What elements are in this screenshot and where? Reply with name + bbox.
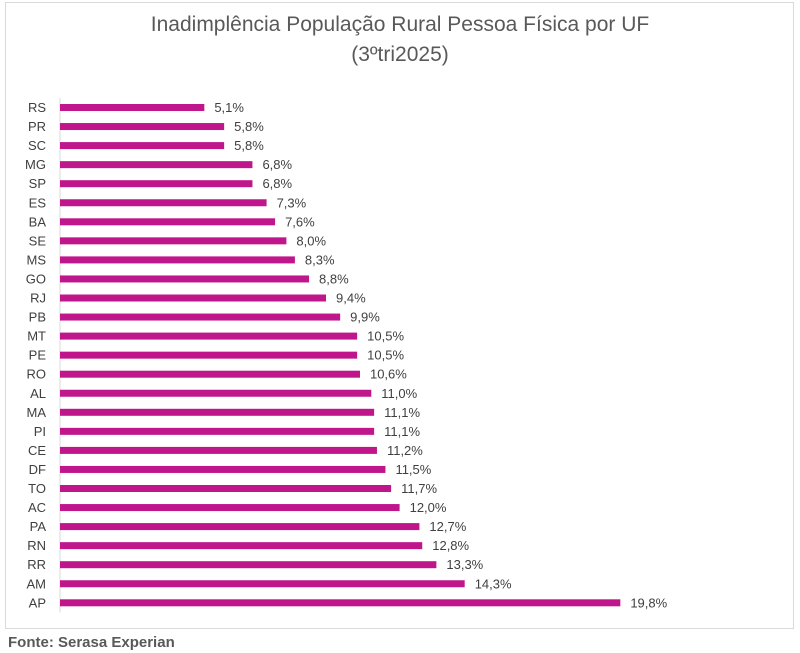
data-label: 6,8% [262, 176, 292, 191]
bar [60, 275, 310, 283]
y-tick-label: PE [29, 348, 47, 363]
chart-subtitle: (3ºtri2025) [351, 43, 449, 66]
data-label: 9,9% [350, 310, 380, 325]
data-label: 13,3% [446, 557, 483, 572]
y-tick-label: CE [28, 443, 46, 458]
data-label: 8,8% [319, 271, 349, 286]
y-tick-label: GO [26, 271, 46, 286]
bar [60, 389, 372, 397]
data-label: 11,2% [387, 443, 423, 458]
data-label: 5,8% [234, 138, 264, 153]
bar [60, 218, 276, 226]
y-tick-label: ES [29, 195, 47, 210]
bar [60, 199, 267, 207]
chart-title: Inadimplência População Rural Pessoa Fís… [150, 13, 650, 36]
bar [60, 427, 375, 435]
y-tick-label: PR [28, 119, 46, 134]
y-tick-label: SE [29, 233, 47, 248]
bar [60, 465, 386, 473]
y-tick-label: RJ [30, 291, 46, 306]
bar [60, 370, 360, 378]
data-label: 11,0% [381, 386, 417, 401]
y-tick-label: PI [34, 424, 46, 439]
data-label: 8,0% [296, 233, 326, 248]
data-label: 6,8% [262, 157, 292, 172]
data-label: 10,6% [370, 367, 407, 382]
bar [60, 561, 437, 569]
data-label: 12,8% [432, 538, 469, 553]
y-tick-label: MG [25, 157, 46, 172]
data-label: 11,1% [384, 405, 420, 420]
bar [60, 485, 392, 492]
bar [60, 237, 287, 245]
y-tick-label: MT [27, 329, 46, 344]
data-label: 11,5% [395, 462, 431, 477]
bar [60, 351, 358, 359]
data-label: 8,3% [305, 252, 335, 267]
bar [60, 294, 327, 302]
bar [60, 599, 621, 607]
bar [60, 523, 420, 531]
y-tick-label: AL [30, 386, 46, 401]
data-label: 5,8% [234, 119, 264, 134]
data-label: 19,8% [630, 595, 667, 610]
y-tick-label: MS [27, 252, 47, 267]
data-label: 5,1% [214, 100, 244, 115]
data-label: 14,3% [475, 576, 512, 591]
y-tick-label: RO [27, 367, 47, 382]
y-tick-label: PB [29, 310, 46, 325]
bar [60, 446, 377, 454]
y-tick-label: DF [29, 462, 46, 477]
bar [60, 180, 253, 188]
data-label: 7,6% [285, 214, 315, 229]
bar [60, 256, 295, 264]
bar [60, 408, 375, 416]
data-label: 12,0% [410, 500, 447, 515]
bar [60, 142, 225, 150]
y-tick-label: SC [28, 138, 46, 153]
bar [60, 313, 341, 321]
y-tick-label: PA [30, 519, 47, 534]
data-label: 9,4% [336, 291, 366, 306]
bar [60, 504, 400, 512]
source-note: Fonte: Serasa Experian [8, 634, 175, 651]
y-tick-label: MA [27, 405, 47, 420]
data-label: 11,7% [401, 481, 437, 496]
y-tick-label: RS [28, 100, 46, 115]
y-tick-label: AM [27, 576, 47, 591]
bar [60, 542, 423, 550]
chart-title-block: Inadimplência População Rural Pessoa Fís… [0, 10, 800, 70]
bar [60, 161, 253, 169]
bar [60, 580, 465, 588]
data-label: 10,5% [367, 348, 404, 363]
data-label: 10,5% [367, 329, 404, 344]
y-tick-label: AC [28, 500, 46, 515]
bar [60, 332, 358, 340]
y-tick-label: TO [28, 481, 46, 496]
data-label: 12,7% [429, 519, 466, 534]
data-label: 7,3% [277, 195, 307, 210]
y-tick-label: AP [29, 595, 46, 610]
y-tick-label: BA [29, 214, 47, 229]
bar [60, 123, 225, 131]
y-tick-label: RN [27, 538, 46, 553]
bar [60, 104, 205, 111]
y-tick-label: RR [27, 557, 46, 572]
y-tick-label: SP [29, 176, 46, 191]
data-label: 11,1% [384, 424, 420, 439]
